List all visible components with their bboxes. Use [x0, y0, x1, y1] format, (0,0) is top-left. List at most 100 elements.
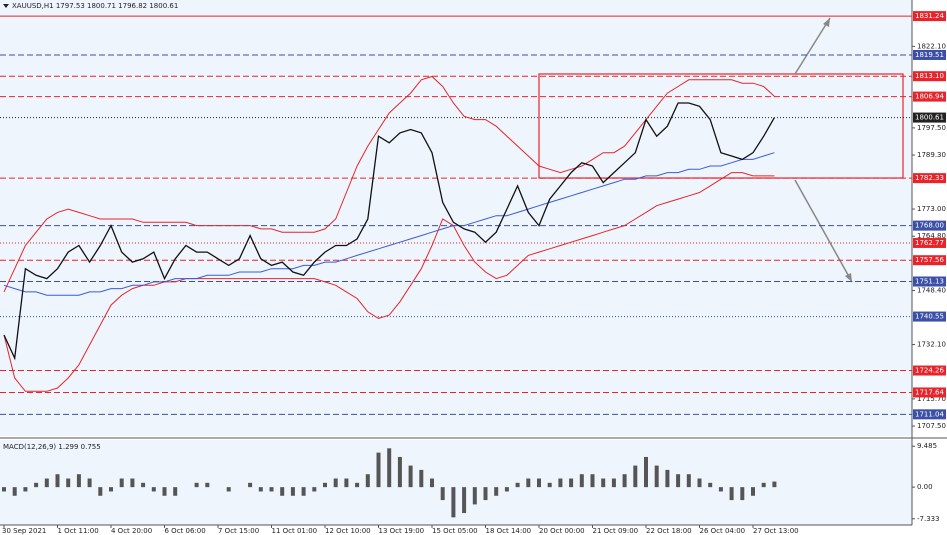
level-label-box — [913, 237, 946, 248]
level-label: 1724.26 — [915, 367, 944, 375]
macd-bar — [76, 474, 81, 488]
level-label: 1819.51 — [915, 51, 944, 59]
macd-bar — [162, 487, 167, 496]
level-label-box — [913, 11, 946, 22]
x-tick-label: 11 Oct 01:00 — [272, 527, 318, 535]
series-line — [3, 102, 775, 361]
level-label-box — [913, 112, 946, 123]
level-label: 1711.04 — [915, 410, 944, 418]
macd-bar — [494, 487, 499, 496]
macd-bar — [751, 487, 755, 496]
macd-bar — [23, 487, 28, 492]
macd-bar — [472, 487, 477, 505]
arrow-down-head — [845, 273, 852, 282]
level-label: 1806.94 — [915, 93, 944, 101]
macd-bar — [194, 482, 199, 488]
macd-bar — [130, 478, 135, 488]
level-label: 1757.56 — [915, 256, 944, 264]
y-tick-label: 1822.10 — [917, 42, 946, 50]
x-tick-label: 18 Oct 14:00 — [486, 527, 532, 535]
y-tick-label: 1715.70 — [917, 395, 946, 403]
level-label-box — [913, 365, 946, 376]
level-label-box — [913, 255, 946, 266]
macd-bar — [526, 478, 531, 488]
macd-bar — [504, 487, 509, 492]
level-label: 1740.55 — [915, 313, 944, 321]
chart-title: XAUUSD,H1 1797.53 1800.71 1796.82 1800.6… — [12, 2, 178, 10]
macd-bar — [34, 482, 39, 488]
x-tick-label: 4 Oct 20:00 — [111, 527, 152, 535]
macd-bar — [44, 478, 49, 488]
macd-bar — [462, 487, 467, 514]
macd-bar — [718, 487, 723, 492]
macd-bar — [226, 487, 231, 492]
macd-bar — [633, 465, 638, 488]
level-label: 1762.77 — [915, 239, 944, 247]
macd-bar — [430, 478, 434, 488]
x-tick-label: 12 Oct 10:00 — [325, 527, 371, 535]
macd-bar — [2, 487, 6, 492]
y-tick-label: 1732.10 — [917, 341, 946, 349]
macd-bar — [772, 481, 777, 488]
macd-bar — [290, 487, 295, 496]
macd-bar — [355, 482, 360, 488]
y-tick-label: 1748.40 — [917, 287, 946, 295]
series-line — [3, 152, 775, 296]
macd-bar — [547, 482, 552, 488]
macd-bar — [12, 487, 17, 496]
x-tick-label: 1 Oct 11:00 — [58, 527, 99, 535]
macd-bar — [387, 448, 392, 488]
macd-bar — [558, 478, 563, 488]
macd-bar — [601, 478, 606, 488]
x-tick-label: 22 Oct 18:00 — [646, 527, 692, 535]
macd-bar — [654, 465, 659, 488]
level-label-box — [913, 220, 946, 231]
macd-bar — [408, 465, 413, 488]
macd-bar — [483, 487, 488, 501]
macd-bar — [729, 487, 734, 501]
macd-bar — [344, 478, 349, 488]
macd-bar — [55, 474, 60, 488]
y-tick-label: 1764.80 — [917, 232, 946, 240]
macd-bar — [280, 487, 285, 496]
x-tick-label: 15 Oct 05:00 — [432, 527, 478, 535]
level-label-box — [913, 91, 946, 102]
macd-bar — [644, 456, 648, 488]
macd-bar — [119, 478, 124, 488]
y-tick-label: 9.485 — [917, 442, 937, 450]
macd-bar — [151, 487, 156, 492]
macd-bar — [98, 487, 103, 496]
x-tick-label: 26 Oct 04:00 — [700, 527, 746, 535]
macd-bar — [440, 487, 445, 501]
macd-bar — [397, 456, 402, 488]
level-label: 1813.10 — [915, 72, 944, 80]
macd-bar — [248, 482, 253, 488]
macd-bar — [376, 452, 381, 488]
level-label-box — [913, 311, 946, 322]
series-line — [3, 172, 775, 392]
macd-bar — [301, 487, 306, 496]
y-tick-label: 1797.50 — [917, 124, 946, 132]
y-tick-label: 0.00 — [917, 483, 933, 491]
macd-bar — [312, 487, 317, 492]
macd-bar — [87, 478, 92, 488]
macd-bar — [205, 482, 210, 488]
x-tick-label: 20 Oct 00:00 — [539, 527, 585, 535]
macd-bar — [333, 478, 338, 488]
x-tick-label: 7 Oct 15:00 — [218, 527, 259, 535]
price-panel — [0, 0, 912, 436]
level-label-box — [913, 387, 946, 398]
macd-bar — [451, 487, 456, 518]
macd-bar — [665, 469, 670, 488]
y-tick-label: 1789.30 — [917, 151, 946, 159]
macd-bar — [611, 478, 616, 488]
x-tick-label: 21 Oct 09:00 — [593, 527, 639, 535]
macd-bar — [258, 487, 263, 492]
x-tick-label: 27 Oct 13:00 — [753, 527, 799, 535]
macd-bar — [141, 482, 146, 488]
x-tick-label: 30 Sep 2021 — [2, 527, 46, 535]
level-label: 1768.00 — [915, 222, 944, 230]
level-label: 1782.33 — [915, 174, 944, 182]
